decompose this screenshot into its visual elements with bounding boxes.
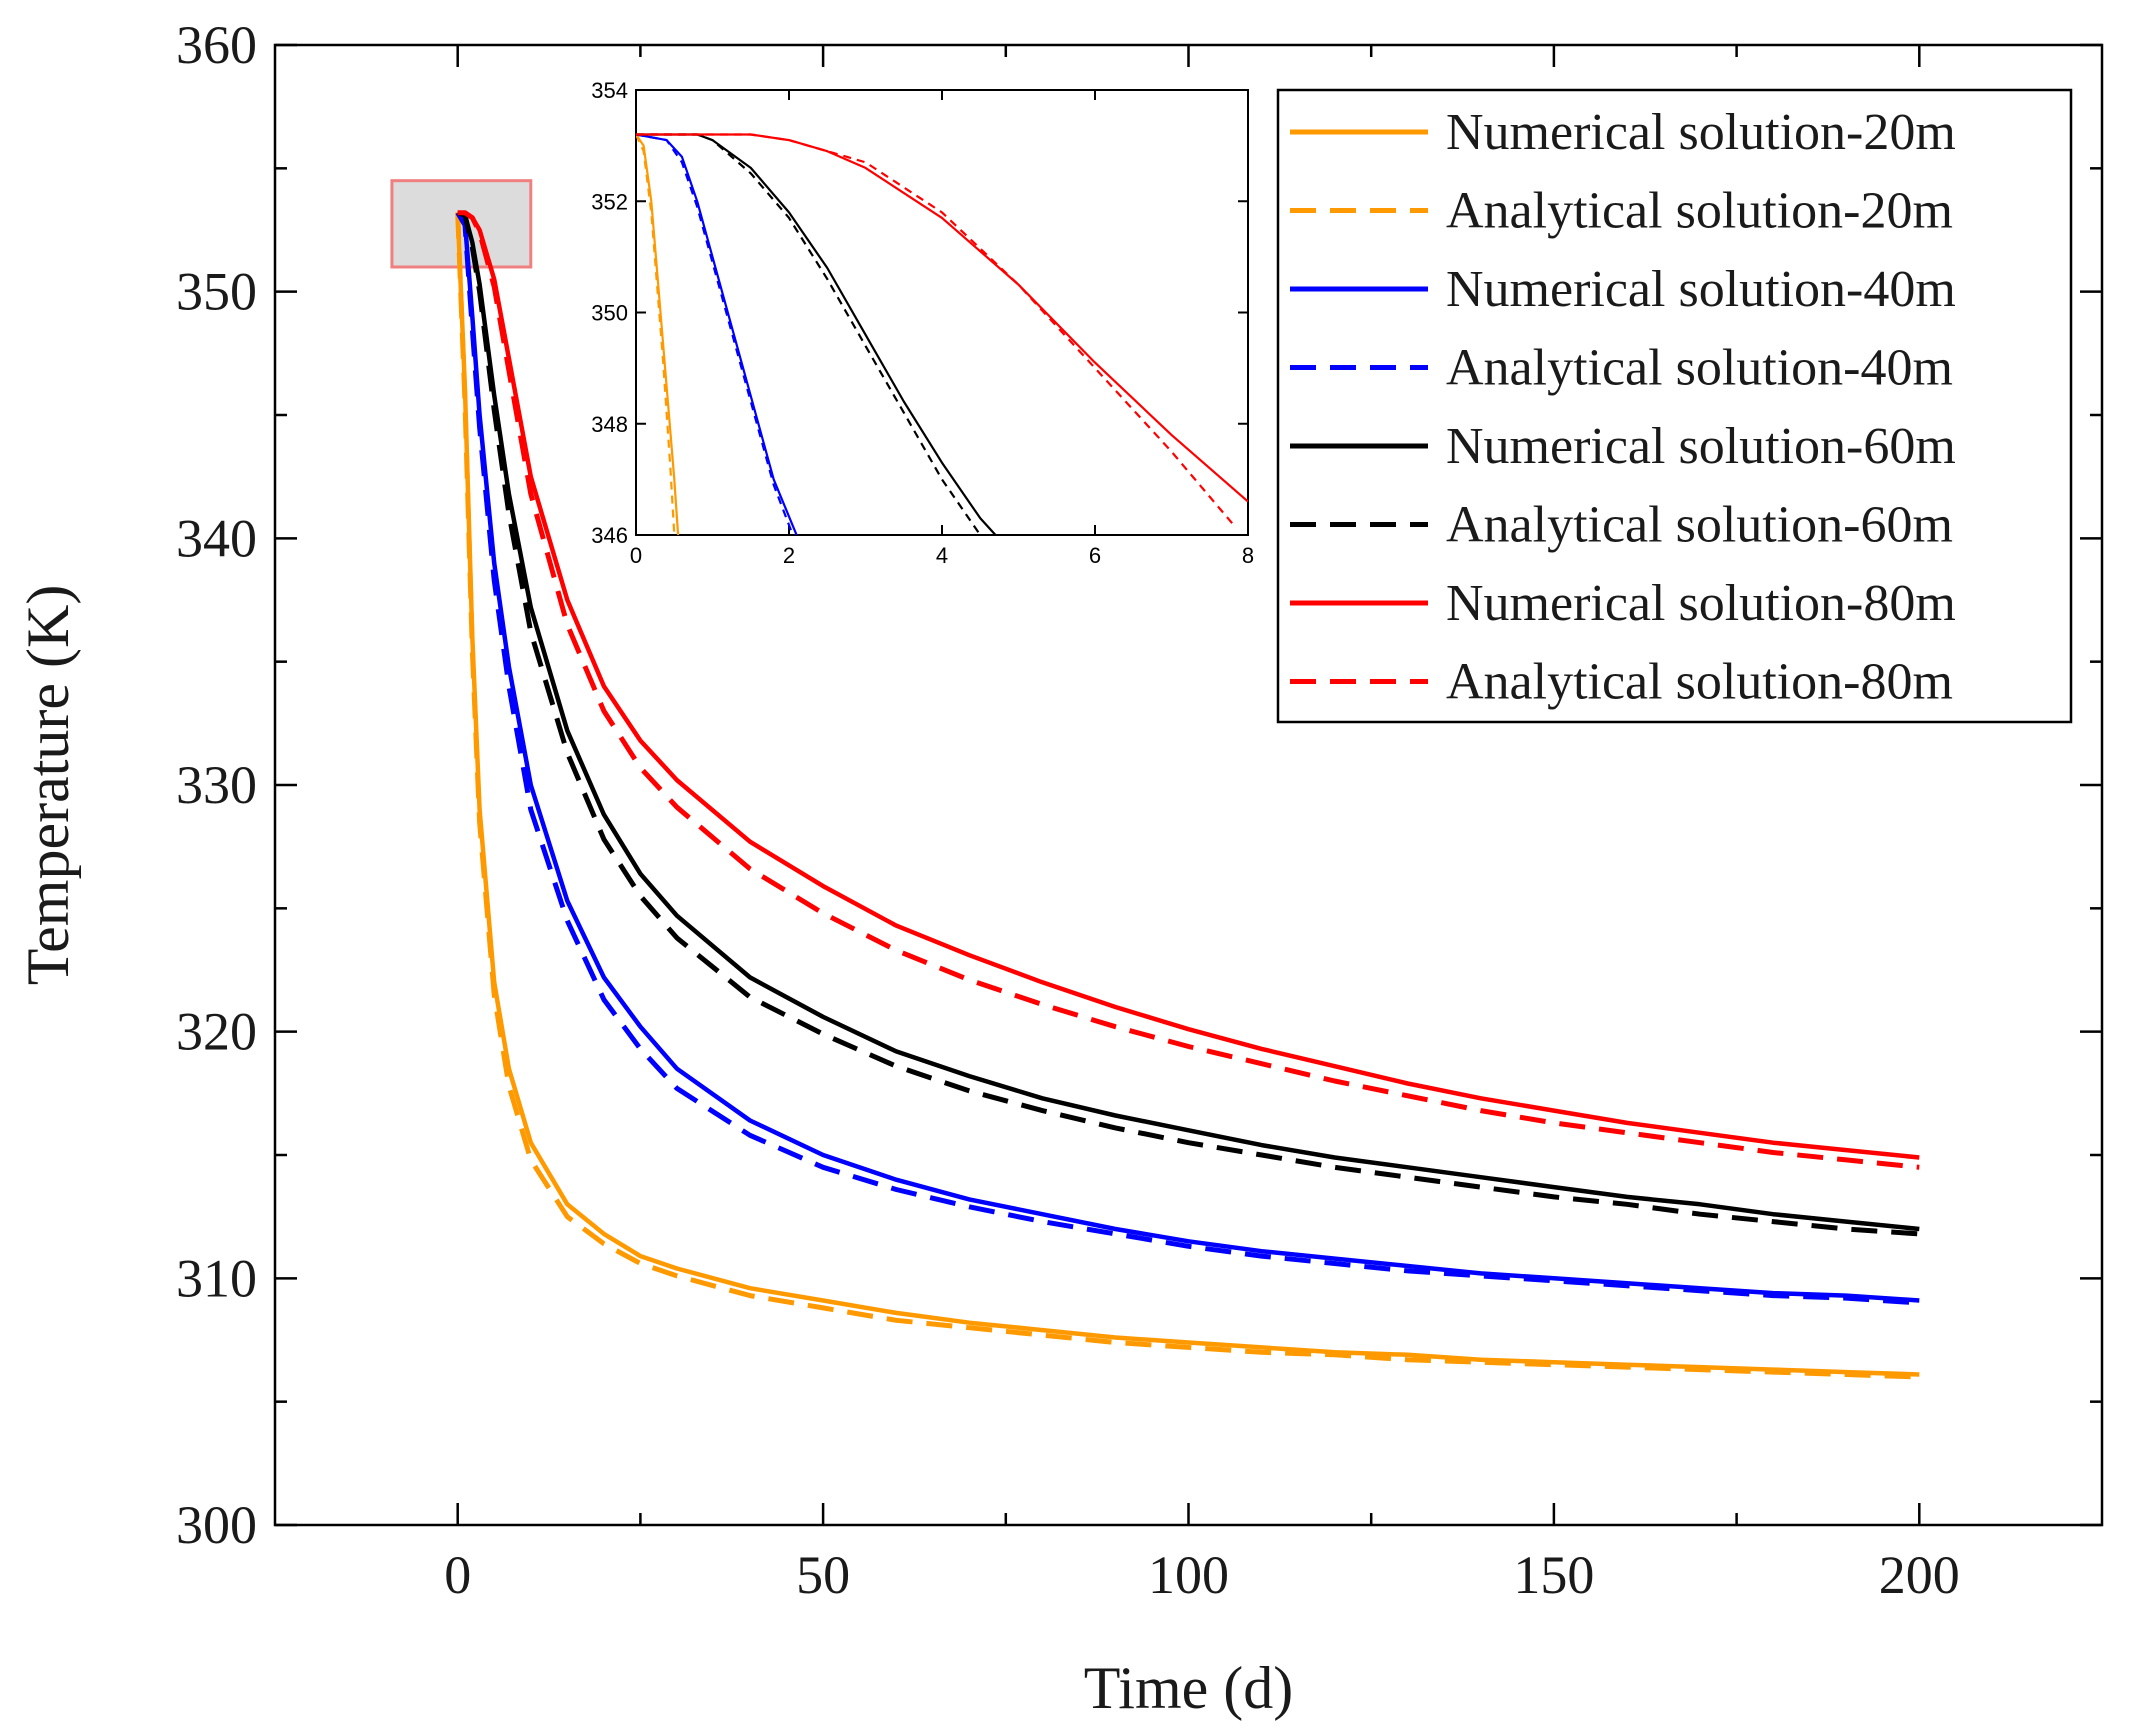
series-line-analytical-solution-20m: [455, 212, 1920, 1380]
inset-x-tick-label: 0: [630, 543, 642, 568]
legend: Numerical solution-20m Analytical solutio…: [1276, 88, 2073, 724]
legend-label: Analytical solution-80m: [1446, 654, 1953, 711]
legend-label: Numerical solution-80m: [1446, 575, 1956, 632]
inset-series-line-numerical-solution-20m: [636, 133, 680, 535]
x-axis-label: Time (d): [1084, 1655, 1293, 1721]
inset-x-tick-label: 4: [936, 543, 948, 568]
legend-label: Numerical solution-40m: [1446, 261, 1956, 318]
y-tick-label: 330: [176, 755, 257, 815]
inset-series-line-analytical-solution-20m: [636, 134, 676, 535]
inset-x-tick-label: 8: [1242, 543, 1254, 568]
inset-y-tick-label: 352: [591, 189, 628, 214]
legend-label: Analytical solution-20m: [1446, 183, 1953, 240]
inset-series-line-analytical-solution-40m: [636, 133, 794, 535]
series-line-numerical-solution-40m: [455, 211, 1920, 1303]
inset-y-tick-label: 350: [591, 301, 628, 326]
legend-label: Analytical solution-60m: [1446, 497, 1953, 554]
inset-series-line-analytical-solution-60m: [636, 133, 982, 535]
y-axis-label: Temperature (K): [15, 585, 81, 986]
x-tick-label: 50: [796, 1545, 850, 1605]
inset-plot: 0 2 4 6 8 346 348 350 352 354: [591, 78, 1254, 568]
inset-y-tick-label: 346: [591, 523, 628, 548]
inset-series-group: [636, 133, 1248, 535]
inset-y-tick-label: 354: [591, 78, 628, 103]
inset-x-tick-label: 6: [1089, 543, 1101, 568]
y-tick-label: 350: [176, 262, 257, 322]
y-tick-label: 320: [176, 1002, 257, 1062]
y-tick-label: 310: [176, 1248, 257, 1308]
x-tick-label: 0: [444, 1545, 471, 1605]
x-tick-label: 150: [1513, 1545, 1594, 1605]
legend-label: Numerical solution-60m: [1446, 418, 1956, 475]
legend-label: Analytical solution-40m: [1446, 340, 1953, 397]
inset-series-line-analytical-solution-80m: [636, 133, 1234, 525]
legend-box: [1276, 88, 2073, 724]
x-tick-label: 200: [1879, 1545, 1960, 1605]
y-tick-label: 340: [176, 508, 257, 568]
y-tick-label: 360: [176, 15, 257, 75]
y-tick-label: 300: [176, 1495, 257, 1555]
x-tick-label: 100: [1148, 1545, 1229, 1605]
series-line-analytical-solution-80m: [457, 210, 1920, 1170]
inset-y-tick-label: 348: [591, 412, 628, 437]
series-line-analytical-solution-40m: [455, 211, 1920, 1306]
inset-x-tick-label: 2: [783, 543, 795, 568]
main-plot: 0 50 100 150 200 300 310 320 330 340 350 360 Time (d…: [15, 15, 2104, 1721]
series-line-analytical-solution-60m: [456, 210, 1920, 1237]
legend-label: Numerical solution-20m: [1446, 104, 1956, 161]
